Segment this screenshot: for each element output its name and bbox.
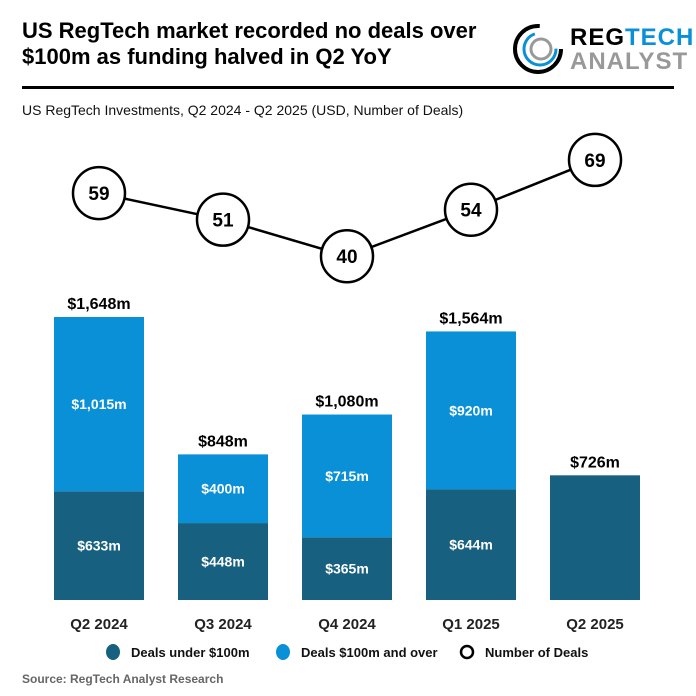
bar-label-over: $920m (449, 402, 493, 418)
deals-count-marker (443, 182, 499, 237)
bar-100m-and-over (302, 414, 392, 538)
x-tick-label: Q2 2025 (566, 616, 624, 633)
legend-label: Deals $100m and over (301, 645, 438, 660)
bar-under-100m (54, 491, 144, 600)
bar-label-over: $1,015m (71, 396, 126, 412)
bar-label-under: $644m (449, 537, 493, 553)
legend-swatch (106, 644, 120, 660)
bar-under-100m (426, 489, 516, 600)
deals-count-label: 40 (336, 247, 357, 268)
bar-label-over: $400m (201, 481, 245, 497)
legend-swatch (276, 644, 290, 660)
logo-reg: REG (570, 24, 626, 51)
x-tick-label: Q2 2024 (70, 616, 128, 633)
bar-label-under: $365m (325, 561, 369, 577)
deals-count-label: 54 (460, 201, 482, 222)
deals-count-marker (71, 165, 127, 221)
title-divider (22, 86, 674, 89)
bar-total-label: $1,564m (439, 310, 502, 327)
logo-ring-icon (513, 24, 563, 74)
bar-total-label: $1,080m (315, 394, 378, 411)
chart-subtitle: US RegTech Investments, Q2 2024 - Q2 202… (22, 102, 464, 118)
deals-count-label: 59 (88, 184, 109, 205)
bar-100m-and-over (178, 454, 268, 524)
bar-under-100m (550, 475, 640, 600)
logo-tech: TECH (625, 24, 695, 51)
legend-swatch (459, 644, 475, 660)
deals-count-marker (195, 192, 251, 247)
regtech-analyst-logo: REGTECH ANALYST (512, 22, 695, 78)
legend-label: Deals under $100m (131, 645, 250, 660)
x-tick-label: Q3 2024 (194, 616, 252, 633)
bar-label-under: $448m (201, 554, 245, 570)
chart-title: US RegTech market recorded no deals over… (22, 18, 492, 70)
title-line-2: $100m as funding halved in Q2 YoY (22, 44, 392, 69)
legend-label: Number of Deals (485, 645, 588, 660)
bar-total-label: $726m (570, 454, 620, 471)
bar-label-under: $633m (77, 538, 121, 554)
logo-analyst: ANALYST (570, 48, 689, 75)
x-tick-label: Q4 2024 (318, 616, 376, 633)
deals-count-label: 69 (584, 151, 605, 172)
bar-total-label: $848m (198, 433, 248, 450)
bar-under-100m (178, 523, 268, 600)
bar-label-over: $715m (325, 468, 369, 484)
bar-under-100m (302, 537, 392, 600)
x-tick-label: Q1 2025 (442, 616, 500, 633)
bar-100m-and-over (54, 317, 144, 492)
title-line-1: US RegTech market recorded no deals over (22, 18, 477, 43)
deals-count-marker (319, 228, 375, 284)
bar-100m-and-over (426, 331, 516, 490)
bar-total-label: $1,648m (67, 296, 130, 313)
source-note: Source: RegTech Analyst Research (22, 672, 224, 686)
deals-count-marker (567, 132, 623, 188)
deals-count-label: 51 (212, 211, 234, 232)
